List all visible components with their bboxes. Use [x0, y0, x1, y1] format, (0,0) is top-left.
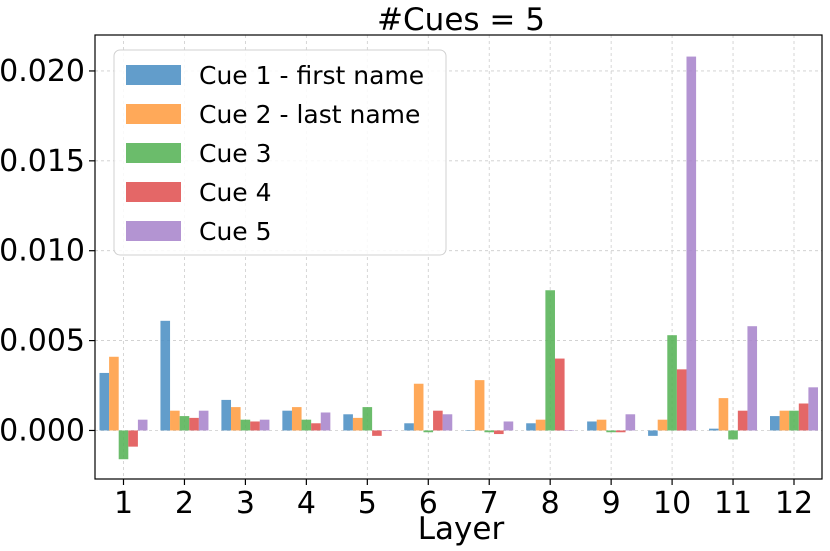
bar [311, 423, 321, 431]
bar [718, 398, 729, 431]
legend-swatch [126, 182, 181, 202]
bar [535, 419, 546, 431]
bar [798, 403, 809, 431]
bar [474, 380, 485, 431]
x-tick-label: 11 [714, 486, 752, 521]
x-tick-label: 8 [541, 486, 560, 521]
bar [564, 430, 575, 431]
bar [625, 414, 636, 431]
bar [372, 430, 382, 436]
x-tick-label: 7 [480, 486, 499, 521]
chart-title: #Cues = 5 [377, 2, 545, 38]
bar [737, 410, 748, 431]
bar [779, 410, 790, 431]
bar [128, 430, 138, 447]
bar [352, 417, 363, 431]
y-tick-label: 0.000 [0, 413, 85, 448]
x-tick-label: 12 [775, 486, 813, 521]
bar [503, 421, 514, 431]
bar [770, 416, 780, 431]
x-tick-label: 5 [358, 486, 377, 521]
bars [99, 56, 818, 460]
x-tick-label: 3 [236, 486, 255, 521]
bar [240, 419, 251, 431]
bar [494, 430, 504, 435]
bar [709, 428, 719, 431]
bar [676, 369, 687, 431]
legend-swatch [126, 143, 181, 163]
legend-label: Cue 2 - last name [199, 100, 420, 129]
bar [291, 407, 302, 431]
bar [189, 417, 199, 431]
bar [433, 410, 443, 431]
y-tick-label: 0.005 [0, 324, 85, 359]
bar [160, 320, 171, 431]
bar [545, 290, 555, 431]
legend-box [113, 49, 447, 256]
legend-swatch [126, 104, 181, 124]
y-tick-label: 0.015 [0, 144, 85, 179]
x-tick-label: 2 [175, 486, 194, 521]
y-tick-label: 0.010 [0, 234, 85, 269]
bar [198, 410, 209, 431]
bar [423, 430, 434, 433]
bar [465, 430, 475, 431]
x-tick-label: 6 [419, 486, 438, 521]
bar [413, 383, 424, 431]
bar [381, 430, 392, 431]
bar [648, 430, 658, 436]
bar [179, 416, 190, 431]
x-tick-label: 9 [602, 486, 621, 521]
bar [587, 421, 597, 431]
legend-label: Cue 1 - first name [199, 61, 424, 90]
legend-label: Cue 3 [199, 139, 272, 168]
legend-swatch [126, 221, 181, 241]
bar [301, 419, 312, 431]
bar [221, 399, 232, 431]
plot-frame [94, 34, 823, 480]
bar [808, 387, 818, 431]
y-axis: 0.000 0.005 0.010 0.015 0.020 [0, 54, 95, 448]
bar [250, 421, 260, 431]
bar [320, 412, 331, 431]
bar [404, 423, 414, 431]
bar [657, 419, 668, 431]
x-axis: 1 2 3 4 5 6 7 8 9 10 11 12 [114, 479, 813, 521]
x-tick-label: 1 [114, 486, 133, 521]
bar [596, 419, 607, 431]
bar [728, 430, 738, 440]
legend-label: Cue 5 [199, 217, 272, 246]
bar [686, 56, 697, 431]
bar [484, 430, 495, 433]
bar [170, 410, 180, 431]
bar [343, 414, 353, 431]
bar [789, 410, 799, 431]
bar [554, 358, 565, 431]
bar [118, 430, 129, 460]
bar [137, 419, 148, 431]
legend-swatch [126, 65, 181, 85]
bar [362, 407, 373, 431]
bar [282, 410, 292, 431]
bar [99, 372, 110, 431]
x-tick-label: 4 [297, 486, 316, 521]
bar [109, 356, 119, 431]
bar [747, 326, 758, 431]
bar [667, 335, 677, 431]
bar [606, 430, 616, 433]
legend: Cue 1 - first name Cue 2 - last name Cue 3… [113, 49, 447, 256]
legend-label: Cue 4 [199, 178, 272, 207]
x-tick-label: 10 [653, 486, 691, 521]
bar [259, 419, 270, 431]
y-tick-label: 0.020 [0, 54, 85, 89]
bar [231, 407, 241, 431]
x-axis-label: Layer [418, 511, 505, 547]
bar [526, 423, 536, 431]
bar [615, 430, 626, 433]
bar [442, 414, 453, 431]
